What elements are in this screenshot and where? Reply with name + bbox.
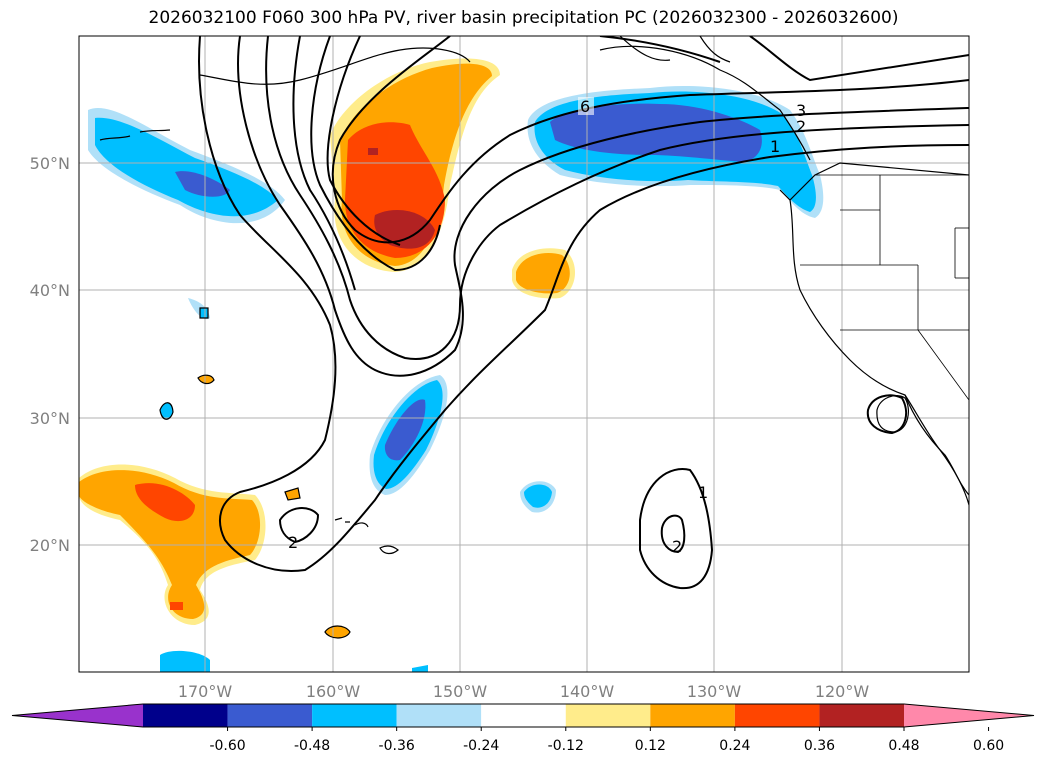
- lat-label: 40°N: [30, 281, 70, 300]
- map-area: 6 3 2 1 2 1 2: [79, 36, 969, 672]
- lon-label: 120°W: [815, 682, 870, 701]
- lon-label: 160°W: [306, 682, 361, 701]
- colorbar-tick-label: 0.12: [635, 738, 666, 754]
- colorbar-segment: [312, 704, 397, 727]
- colorbar-segment: [227, 704, 313, 727]
- colorbar-segment: [650, 704, 735, 727]
- political-borders: [800, 174, 969, 401]
- colorbar-segment: [565, 704, 651, 727]
- pv-label: 3: [796, 101, 806, 120]
- map-frame: [78, 35, 970, 673]
- colorbar-tick-label: -0.60: [209, 738, 245, 754]
- precip-shading: [79, 58, 824, 672]
- colorbar-tick-label: -0.24: [463, 738, 499, 754]
- pv-label: 2: [796, 117, 806, 136]
- colorbar-segment: [819, 704, 904, 727]
- map-title: 2026032100 F060 300 hPa PV, river basin …: [148, 8, 899, 28]
- lon-label: 170°W: [178, 682, 233, 701]
- pv-contour-labels: 6 3 2 1 2 1 2: [288, 97, 806, 556]
- colorbar-tick-label: 0.24: [719, 738, 750, 754]
- pv-contours: [198, 36, 969, 590]
- colorbar-outline: [11, 703, 1035, 728]
- colorbar-segment: [396, 704, 482, 727]
- lon-label: 130°W: [687, 682, 742, 701]
- lat-label: 30°N: [30, 409, 70, 428]
- longitude-labels: 170°W 160°W 150°W 140°W 130°W 120°W: [178, 682, 870, 701]
- colorbar-segment: [734, 704, 820, 727]
- colorbar-tick-label: 0.36: [804, 738, 835, 754]
- latitude-labels: 20°N 30°N 40°N 50°N: [30, 154, 70, 555]
- pv-label: 1: [770, 137, 780, 156]
- colorbar-extend-high: [904, 704, 1034, 727]
- colorbar: -0.60 -0.48 -0.36 -0.24 -0.12 0.12 0.24 0.36 0.4…: [11, 703, 1035, 754]
- colorbar-segment: [481, 704, 566, 727]
- colorbar-tick-label: -0.36: [379, 738, 415, 754]
- colorbar-tick-label: 0.60: [973, 738, 1004, 754]
- lon-label: 150°W: [433, 682, 488, 701]
- colorbar-extend-low: [12, 704, 143, 727]
- graticule: [79, 36, 969, 672]
- colorbar-segment: [143, 704, 228, 727]
- pv-label: 6: [580, 97, 590, 116]
- pv-label: 2: [672, 537, 682, 556]
- lon-label: 140°W: [560, 682, 615, 701]
- lat-label: 50°N: [30, 154, 70, 173]
- lat-label: 20°N: [30, 536, 70, 555]
- colorbar-tick-label: -0.48: [294, 738, 330, 754]
- colorbar-tick-label: 0.48: [888, 738, 919, 754]
- pv-label: 1: [698, 483, 708, 502]
- pv-label: 2: [288, 533, 298, 552]
- colorbar-tick-label: -0.12: [548, 738, 584, 754]
